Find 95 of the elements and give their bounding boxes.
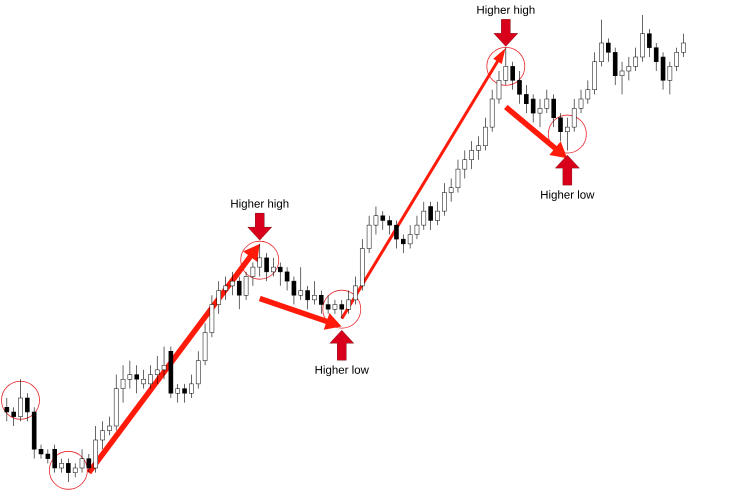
candlestick: [59, 458, 64, 473]
candlestick: [339, 300, 344, 319]
candlestick: [462, 150, 468, 179]
candlestick: [476, 136, 481, 160]
candlestick: [278, 262, 283, 286]
candlestick: [530, 94, 536, 123]
candlestick: [483, 117, 488, 151]
candlestick: [586, 80, 590, 104]
candlestick: [504, 47, 508, 86]
candlestick: [25, 392, 30, 422]
candlestick: [4, 398, 10, 422]
candlestick: [414, 216, 420, 240]
candlestick: [196, 350, 201, 389]
candlestick: [469, 140, 474, 170]
candlestick: [387, 216, 392, 235]
candlestick: [182, 384, 187, 403]
candlestick: [141, 370, 146, 389]
candlestick: [647, 28, 652, 58]
candlestick: [318, 290, 324, 314]
candlestick: [175, 384, 180, 403]
candlestick: [448, 178, 454, 202]
candlestick: [380, 210, 386, 230]
candlestick: [620, 61, 624, 95]
candlestick: [72, 463, 78, 478]
candlestick: [400, 234, 406, 254]
candlestick: [374, 206, 378, 235]
candlestick: [244, 272, 248, 300]
candlestick: [551, 94, 556, 128]
candlestick: [524, 84, 529, 114]
candlestick: [66, 458, 71, 482]
candlestick: [332, 300, 338, 314]
candlestick: [11, 406, 16, 426]
candlestick: [633, 47, 638, 72]
candlestick: [38, 444, 44, 459]
candlestick: [366, 216, 372, 254]
candlestick: [626, 56, 632, 81]
candlestick: [128, 360, 132, 389]
annotation: Higher low: [541, 190, 595, 201]
candlestick: [674, 47, 680, 72]
candlestick: [456, 159, 460, 193]
candlestick: [538, 98, 542, 128]
candlestick: [517, 70, 522, 104]
candlestick: [312, 280, 317, 305]
candlestick: [80, 449, 84, 473]
candlestick: [640, 14, 645, 62]
candlestick: [107, 416, 112, 436]
candlestick: [421, 201, 426, 230]
candlestick: [578, 89, 584, 114]
candlestick: [257, 244, 262, 277]
candlestick: [599, 19, 604, 67]
candlestick: [230, 272, 235, 296]
candlestick: [46, 449, 50, 464]
candlestick: [134, 364, 140, 394]
candlestick: [668, 61, 672, 95]
annotation: Higher high: [231, 199, 288, 210]
candlestick: [660, 52, 666, 90]
candlestick: [236, 276, 242, 310]
candlestick: [612, 47, 618, 86]
candlestick: [292, 276, 296, 305]
candlestick: [271, 258, 276, 277]
candlestick: [565, 117, 570, 151]
candlestick: [284, 266, 290, 291]
candlestick: [435, 201, 440, 226]
candlestick: [162, 346, 166, 380]
candlestick: [681, 33, 686, 58]
candlestick: [86, 454, 92, 473]
candlestick: [346, 290, 351, 314]
candlestick: [442, 182, 447, 216]
candlestick: [298, 266, 304, 300]
candlestick: [572, 98, 576, 132]
candlestick: [544, 89, 550, 114]
annotation: Higher low: [316, 365, 369, 376]
candlestick: [18, 378, 23, 422]
candlestick: [52, 444, 57, 473]
candlestick: [510, 61, 515, 90]
candlestick: [394, 220, 399, 249]
candlestick: [250, 262, 256, 286]
candlestick: [120, 364, 126, 403]
candlestick: [558, 112, 563, 142]
candlestick: [148, 364, 153, 389]
annotation: Higher high: [477, 5, 534, 16]
candlestick: [353, 276, 358, 305]
candlestick: [408, 224, 412, 249]
candlestick: [606, 38, 611, 62]
candlestick: [264, 252, 269, 282]
candlestick: [496, 70, 502, 104]
candlestick: [154, 356, 160, 384]
candlestick: [189, 374, 194, 398]
candlestick: [223, 276, 228, 300]
candlestick: [428, 201, 433, 230]
candlestick: [305, 286, 310, 310]
candlestick: [654, 42, 659, 72]
candlestick: [326, 294, 330, 314]
candlestick: [216, 280, 222, 314]
candlestick: [100, 420, 105, 450]
